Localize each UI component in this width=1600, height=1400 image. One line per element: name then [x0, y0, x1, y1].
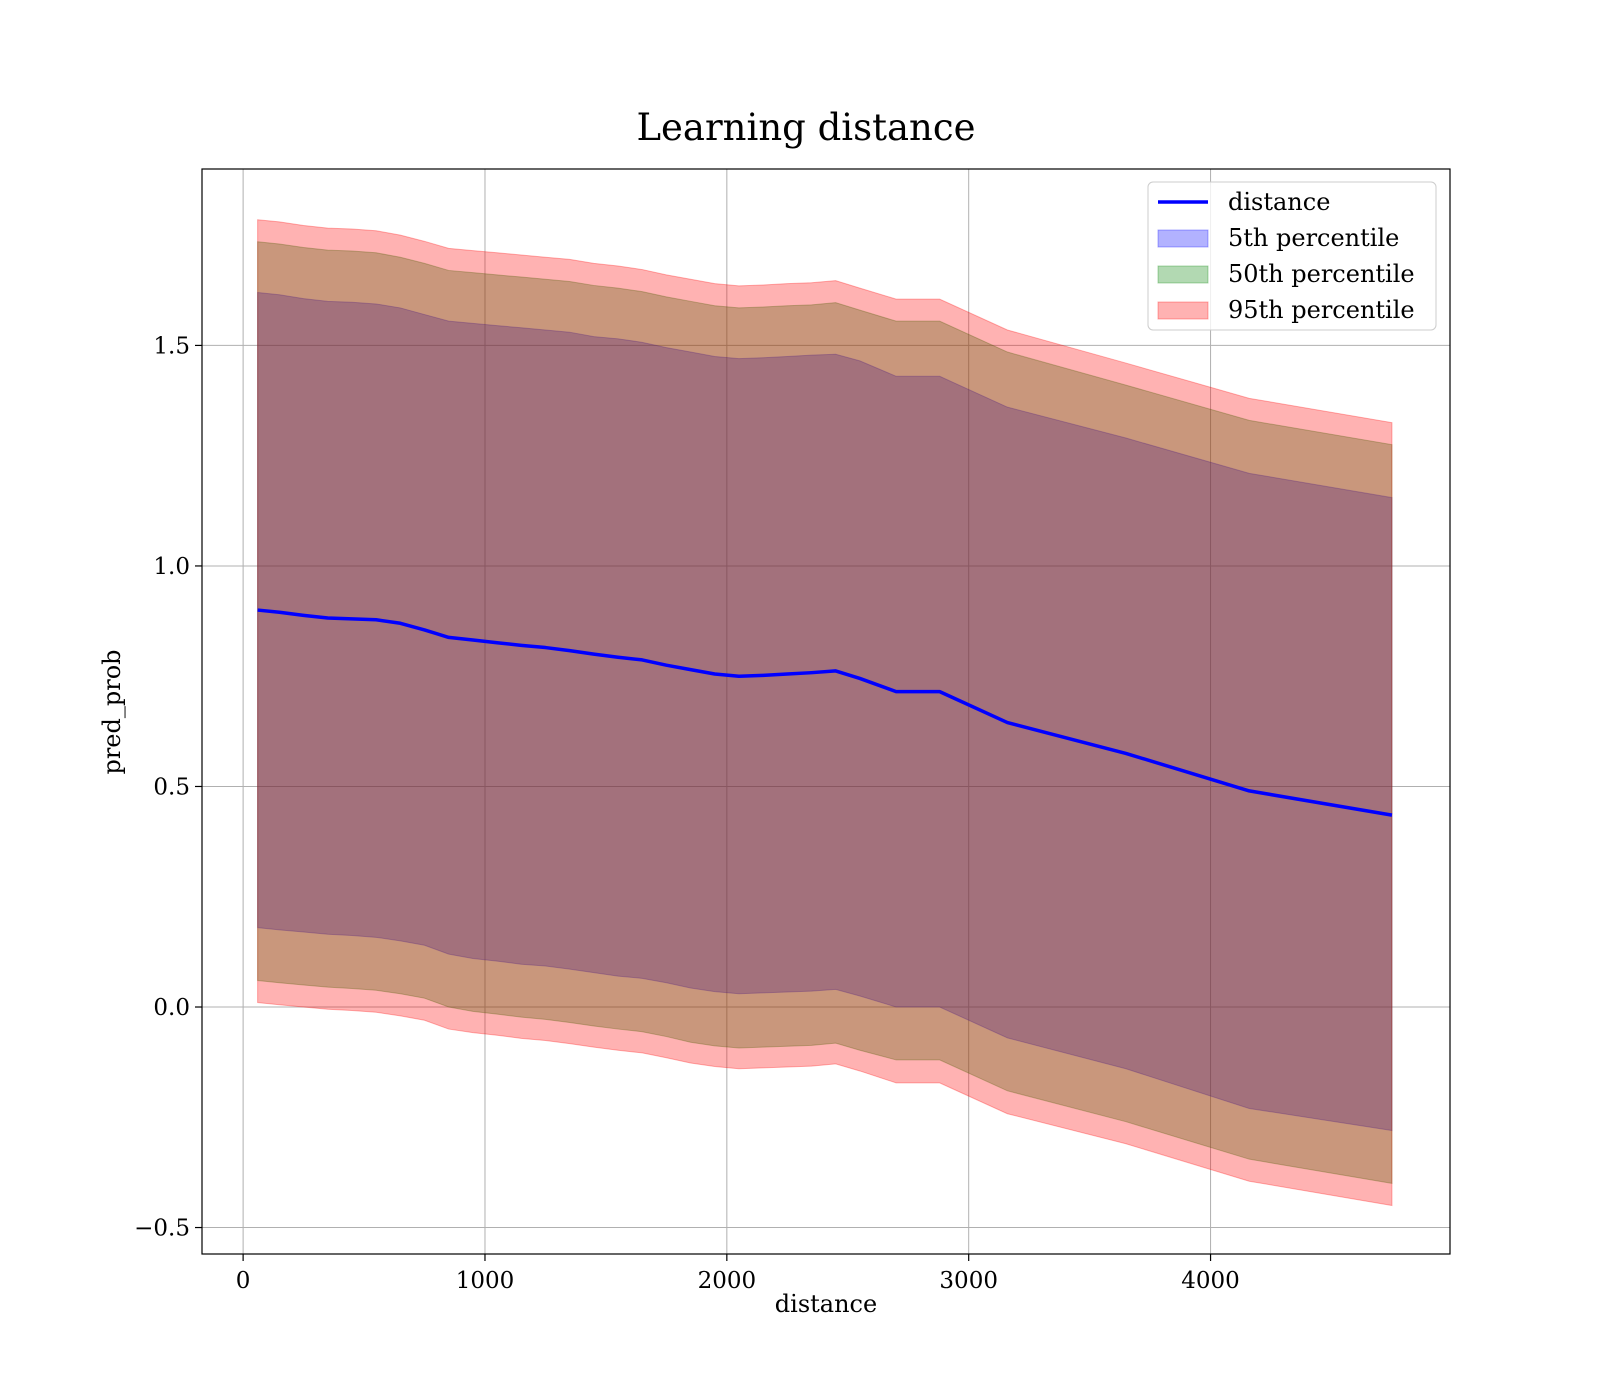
x-tick-label: 4000	[1181, 1268, 1240, 1294]
y-axis-label: pred_prob	[98, 649, 126, 774]
line-distance	[257, 608, 1393, 817]
x-tick-label: 0	[236, 1268, 251, 1294]
grid	[202, 169, 1450, 1254]
chart-title: Learning distance	[636, 106, 975, 149]
legend-label: 50th percentile	[1228, 260, 1415, 288]
legend-box	[1147, 181, 1437, 331]
x-tick-label: 3000	[939, 1268, 998, 1294]
band-50th-percentile	[257, 241, 1393, 1185]
y-tick-label: 1.0	[153, 554, 190, 580]
y-tick-label: 0.0	[153, 995, 190, 1021]
axis-ticks: 0 1000 2000 3000 4000 −0.5 0.0 0.5 1.0 1.5	[134, 333, 1240, 1294]
percentile-bands	[257, 219, 1393, 1207]
x-tick-label: 1000	[456, 1268, 515, 1294]
band-5th-percentile	[257, 291, 1393, 1132]
series-lines	[257, 608, 1393, 817]
legend-label: 5th percentile	[1228, 224, 1399, 252]
legend-swatch-band	[1157, 265, 1209, 284]
y-tick-label: 1.5	[153, 333, 190, 359]
legend: distance 5th percentile 50th percentile 95t…	[1147, 181, 1437, 331]
legend-swatch-band	[1157, 301, 1209, 320]
y-tick-label: 0.5	[153, 774, 190, 800]
y-tick-label: −0.5	[134, 1216, 190, 1242]
plot-frame	[201, 168, 1451, 1255]
x-tick-label: 2000	[698, 1268, 757, 1294]
legend-label: distance	[1228, 188, 1330, 216]
x-axis-label: distance	[775, 1290, 877, 1318]
band-95th-percentile	[257, 219, 1393, 1207]
legend-label: 95th percentile	[1228, 296, 1415, 324]
legend-swatch-band	[1157, 229, 1209, 248]
